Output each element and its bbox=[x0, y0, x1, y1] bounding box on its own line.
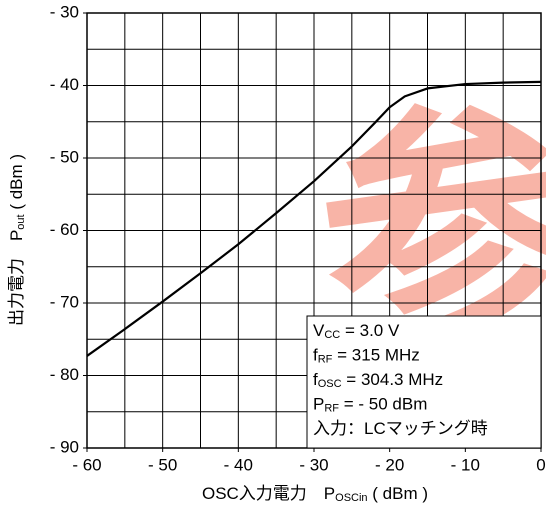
y-tick-label: - 60 bbox=[50, 220, 79, 239]
x-axis-label: OSC入力電力 POSCin ( dBm ) bbox=[202, 484, 428, 503]
condition-line: PRF = - 50 dBm bbox=[313, 395, 427, 414]
data-line bbox=[86, 80, 542, 357]
condition-line: fRF = 315 MHz bbox=[313, 346, 420, 365]
conditions-box bbox=[306, 315, 542, 449]
y-axis-label: 出力電力 Pout ( dBm ) bbox=[7, 154, 26, 326]
x-tick-label: - 20 bbox=[375, 455, 404, 474]
condition-line: 入力：LCマッチング時 bbox=[313, 419, 488, 438]
y-tick-label: - 90 bbox=[50, 437, 79, 456]
y-tick-label: - 50 bbox=[50, 147, 79, 166]
x-tick-label: 0 bbox=[536, 455, 545, 474]
x-tick-label: - 30 bbox=[299, 455, 328, 474]
x-tick-label: - 40 bbox=[224, 455, 253, 474]
y-tick-label: - 40 bbox=[50, 75, 79, 94]
x-tick-label: - 10 bbox=[451, 455, 480, 474]
x-tick-label: - 50 bbox=[148, 455, 177, 474]
y-tick-label: - 30 bbox=[50, 2, 79, 21]
condition-line: VCC = 3.0 V bbox=[313, 321, 400, 340]
y-tick-label: - 80 bbox=[50, 365, 79, 384]
x-tick-label: - 60 bbox=[72, 455, 101, 474]
y-tick-label: - 70 bbox=[50, 292, 79, 311]
condition-line: fOSC = 304.3 MHz bbox=[313, 370, 443, 389]
